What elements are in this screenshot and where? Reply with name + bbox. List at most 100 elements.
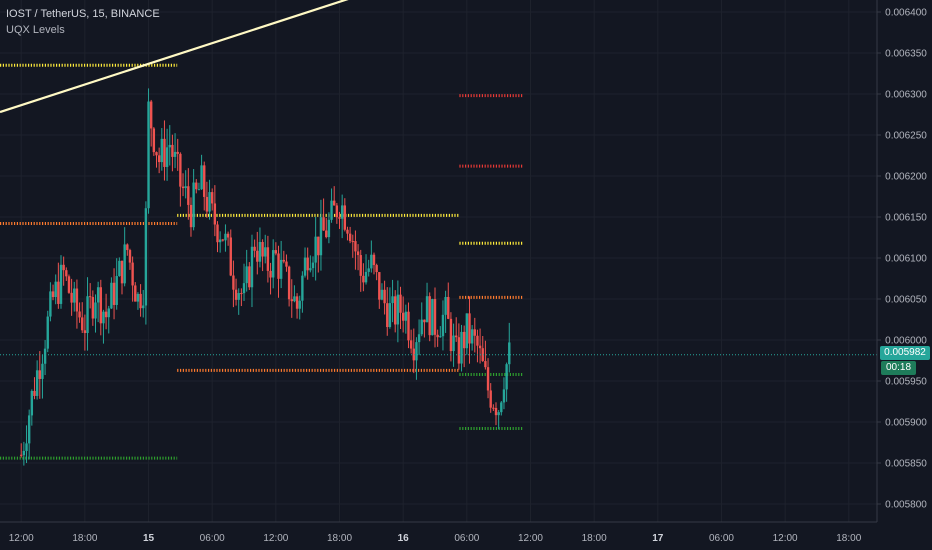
- candle-body: [383, 289, 386, 304]
- time-tick-label: 12:00: [9, 533, 34, 544]
- candle-body: [179, 153, 182, 187]
- candle-body: [455, 335, 458, 338]
- candle-body: [99, 287, 102, 324]
- candle-body: [27, 415, 31, 444]
- candle-body: [407, 311, 410, 341]
- candle-body: [165, 147, 169, 167]
- candle-body: [346, 229, 349, 234]
- price-tick-label: 0.006000: [885, 336, 927, 347]
- candle-body: [67, 276, 71, 293]
- price-axis[interactable]: 0.006400 0.006350 0.006300 0.006250 0.006200…: [876, 0, 932, 550]
- candle-body: [359, 255, 362, 276]
- candle-body: [460, 331, 463, 364]
- candle-body: [272, 250, 275, 278]
- candle-body: [325, 230, 328, 238]
- bar-countdown-tag: 00:18: [881, 361, 916, 375]
- candle-body: [256, 250, 259, 262]
- candle-body: [473, 329, 476, 336]
- candle-body: [444, 296, 447, 315]
- time-tick-label: 18:00: [582, 533, 607, 544]
- candle-body: [415, 342, 418, 361]
- candle-body: [449, 318, 453, 352]
- candle-body: [86, 296, 89, 334]
- candle-body: [142, 305, 145, 309]
- candle-body: [258, 242, 262, 262]
- candle-body: [494, 407, 498, 416]
- candle-body: [155, 152, 158, 156]
- candle-body: [335, 205, 339, 218]
- candle-body: [372, 254, 376, 266]
- candle-body: [500, 402, 503, 413]
- current-price-tag: 0.005982: [880, 346, 930, 360]
- price-tick-label: 0.006150: [885, 213, 927, 224]
- candle-body: [213, 203, 217, 225]
- candle-body: [96, 287, 100, 303]
- candle-body: [399, 294, 402, 313]
- candle-body: [102, 311, 105, 324]
- candle-body: [356, 251, 360, 256]
- candle-body: [431, 299, 434, 336]
- candle-body: [476, 335, 479, 346]
- candle-body: [322, 217, 325, 231]
- candle-body: [216, 224, 219, 243]
- candle-body: [139, 293, 142, 309]
- candle-body: [362, 275, 365, 283]
- candle-body: [218, 239, 222, 243]
- candle-body: [319, 217, 323, 256]
- candle-body: [386, 303, 389, 328]
- candle-body: [73, 288, 76, 303]
- candle-body: [468, 313, 471, 344]
- candle-body: [173, 151, 177, 157]
- price-tick-label: 0.006250: [885, 131, 927, 142]
- candle-body: [168, 144, 171, 148]
- gridlines: [0, 0, 877, 522]
- candle-body: [203, 165, 206, 197]
- time-tick-label: 17: [652, 533, 664, 544]
- candle-body: [250, 246, 254, 288]
- candle-body: [81, 317, 84, 331]
- trendline[interactable]: [0, 0, 359, 114]
- symbol-title[interactable]: IOST / TetherUS, 15, BINANCE: [6, 8, 160, 20]
- candle-body: [401, 312, 405, 321]
- candle-body: [489, 390, 492, 408]
- candle-body: [229, 237, 232, 276]
- candles: [20, 88, 511, 466]
- candle-body: [309, 268, 312, 271]
- candle-body: [171, 144, 174, 157]
- price-tick-label: 0.005800: [885, 500, 927, 511]
- candle-body: [245, 266, 248, 284]
- indicator-name[interactable]: UQX Levels: [6, 24, 65, 36]
- candle-body: [208, 192, 211, 212]
- candle-body: [91, 297, 95, 319]
- candle-body: [343, 205, 347, 230]
- candle-body: [428, 296, 431, 336]
- price-tick-label: 0.006350: [885, 49, 927, 60]
- candle-body: [221, 239, 225, 241]
- trendline-segment: [0, 0, 349, 114]
- candle-body: [240, 293, 243, 295]
- candle-body: [62, 264, 65, 271]
- candle-body: [75, 288, 79, 312]
- time-axis-bg: [0, 522, 877, 550]
- candle-body: [54, 281, 57, 298]
- time-axis[interactable]: 12:00 18:00 15 06:00 12:00 18:00 16 06:00 12:00 1…: [0, 521, 877, 550]
- candle-body: [157, 155, 161, 163]
- candle-body: [205, 196, 209, 212]
- candle-body: [508, 342, 511, 365]
- candle-body: [327, 219, 331, 238]
- candle-body: [136, 293, 140, 302]
- candle-body: [189, 204, 193, 228]
- candle-body: [144, 208, 148, 306]
- candle-body: [277, 253, 280, 279]
- candle-body: [123, 244, 126, 284]
- candle-body: [364, 271, 368, 283]
- candle-body: [301, 275, 304, 301]
- candle-body: [333, 200, 336, 206]
- candle-body: [65, 270, 68, 277]
- time-tick-label: 06:00: [454, 533, 479, 544]
- candle-body: [83, 330, 87, 334]
- candle-body: [242, 283, 246, 294]
- candle-body: [120, 260, 124, 284]
- candle-body: [43, 348, 47, 364]
